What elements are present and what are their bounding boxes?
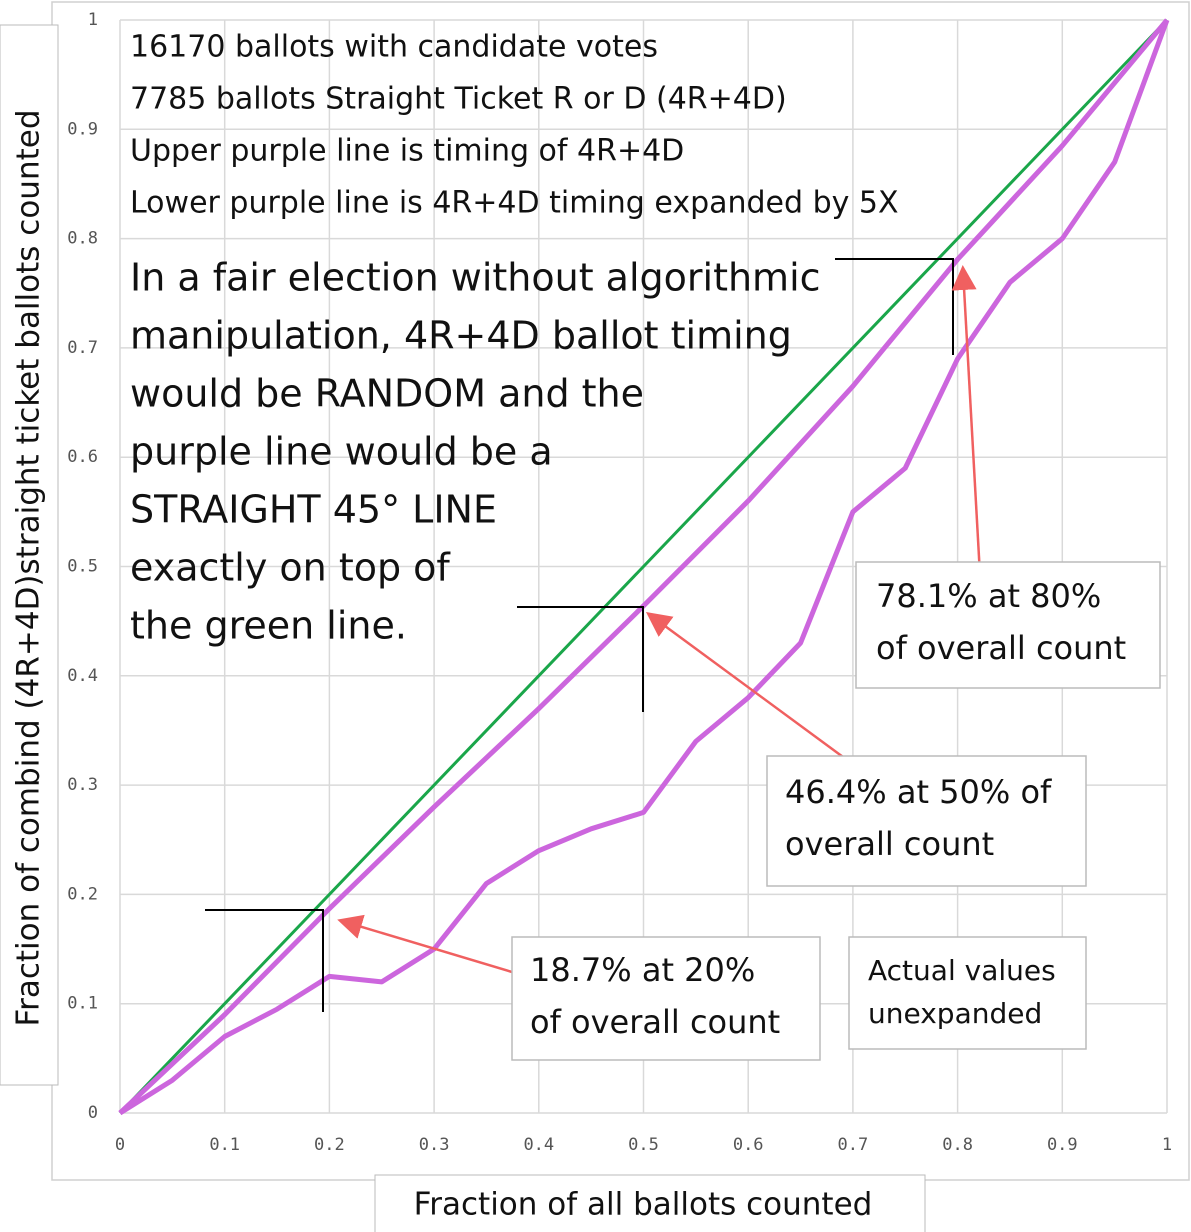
bracket: [205, 909, 324, 1012]
bracket: [835, 258, 954, 355]
y-tick-label: 0.6: [67, 447, 98, 467]
x-tick-label: 0.2: [314, 1135, 345, 1155]
annotation: 16170 ballots with candidate votes: [130, 30, 658, 65]
annotations: 16170 ballots with candidate votes 7785 b…: [130, 30, 1161, 1061]
annotation: of overall count: [876, 629, 1126, 667]
y-tick-label: 0.5: [67, 557, 98, 577]
x-tick-label: 0: [115, 1135, 125, 1155]
x-tick-label: 1: [1162, 1135, 1172, 1155]
x-tick-label: 0.5: [628, 1135, 659, 1155]
x-label-box: [374, 1174, 926, 1232]
annotation: purple line would be a: [130, 430, 553, 474]
x-axis-label: Fraction of all ballots counted: [414, 1187, 873, 1223]
annotation: unexpanded: [868, 997, 1042, 1030]
x-tick-label: 0.7: [838, 1135, 869, 1155]
y-tick-label: 0.2: [67, 884, 98, 904]
bracket: [517, 606, 644, 712]
annotation: 78.1% at 80%: [876, 577, 1101, 615]
annotation: 7785 ballots Straight Ticket R or D (4R+…: [130, 82, 787, 117]
annotation: In a fair election without algorithmic: [130, 256, 821, 300]
annotation: of overall count: [530, 1003, 780, 1041]
annotation: would be RANDOM and the: [130, 372, 644, 416]
arrow: [951, 265, 982, 576]
annotation: 46.4% at 50% of: [785, 773, 1052, 811]
x-tick-label: 0.9: [1047, 1135, 1078, 1155]
annotation-box: [766, 755, 1087, 887]
line: [118, 19, 1170, 1116]
y-tick-label: 0.7: [67, 338, 98, 358]
annotation: Lower purple line is 4R+4D timing expand…: [130, 186, 899, 221]
y-tick-label: 0.9: [67, 119, 98, 139]
annotation: the green line.: [130, 604, 407, 648]
line: [118, 18, 1169, 1115]
arrows: [337, 265, 982, 977]
x-tick-label: 0.6: [733, 1135, 764, 1155]
arrow: [337, 914, 523, 977]
annotation: exactly on top of: [130, 546, 451, 590]
y-tick-label: 0: [88, 1103, 98, 1123]
y-label-box: [0, 24, 59, 1086]
annotation: Upper purple line is timing of 4R+4D: [130, 134, 684, 169]
annotation-box: [855, 561, 1161, 689]
x-tick-label: 0.1: [209, 1135, 240, 1155]
y-tick-label: 0.8: [67, 229, 98, 249]
x-tick-label: 0.4: [523, 1135, 554, 1155]
x-tick-label: 0.3: [419, 1135, 450, 1155]
y-tick-label: 0.4: [67, 666, 98, 686]
x-tick-label: 0.8: [942, 1135, 973, 1155]
annotation: manipulation, 4R+4D ballot timing: [130, 314, 792, 358]
y-tick-label: 0.3: [67, 775, 98, 795]
y-tick-label: 1: [88, 10, 98, 30]
annotation: Actual values: [868, 954, 1056, 987]
lines: [118, 18, 1170, 1116]
arrow: [645, 612, 859, 770]
annotation: STRAIGHT 45° LINE: [130, 488, 497, 532]
annotation: overall count: [785, 825, 994, 863]
y-axis-label: Fraction of combind (4R+4D)straight tick…: [11, 110, 47, 1027]
line: [118, 18, 1169, 1115]
annotation: 18.7% at 20%: [530, 951, 755, 989]
brackets: [205, 258, 954, 1012]
y-tick-label: 0.1: [67, 994, 98, 1014]
annotation-box: [511, 936, 821, 1061]
annotation-box: [848, 936, 1087, 1050]
